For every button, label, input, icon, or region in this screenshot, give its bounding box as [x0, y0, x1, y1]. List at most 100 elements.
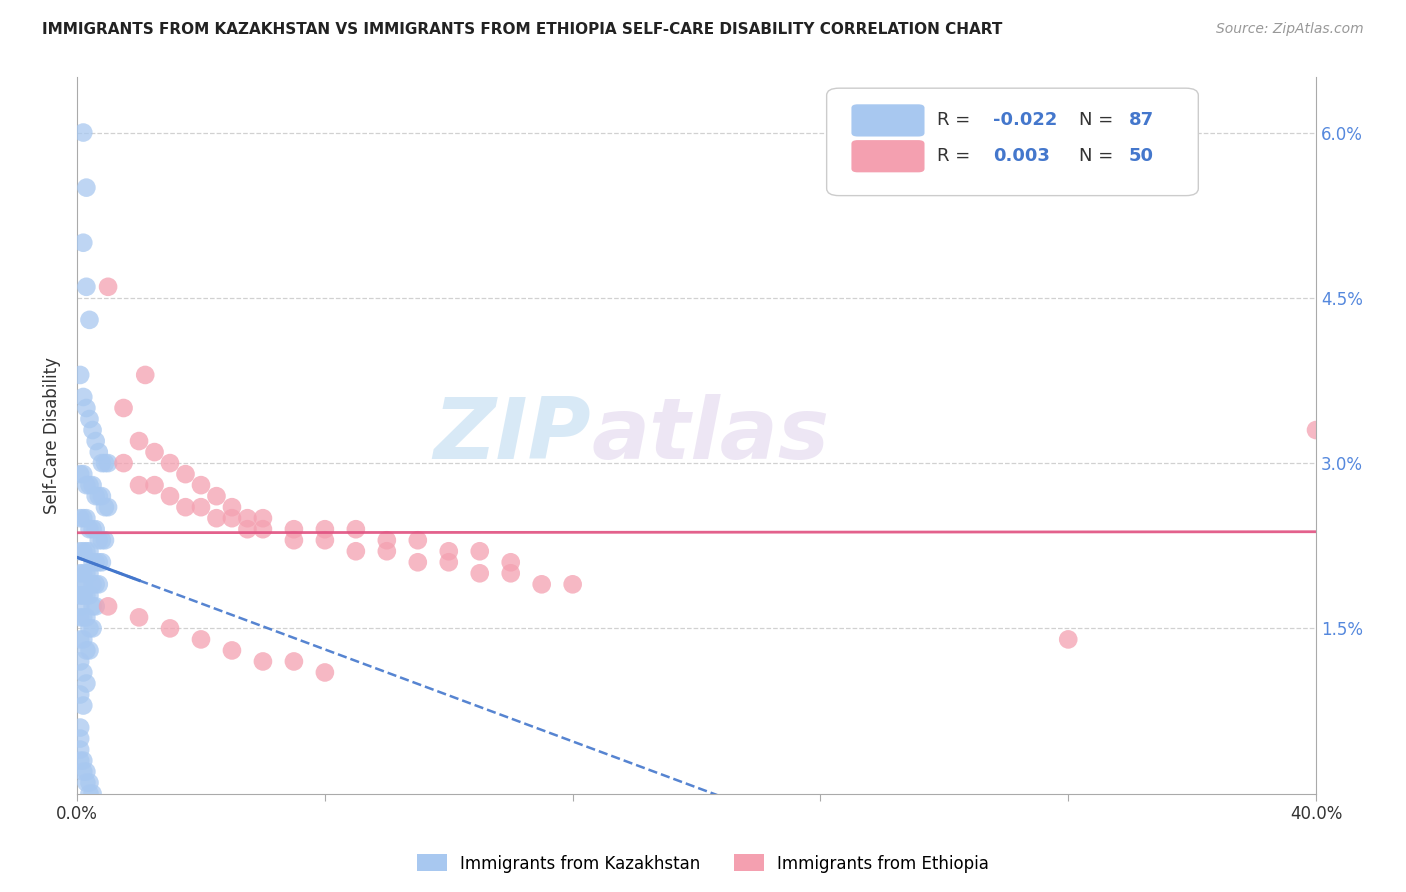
Point [252, 655, 274, 669]
Point [94, 533, 117, 548]
Point [69, 544, 91, 558]
Point [87, 533, 110, 548]
Point [69, 467, 91, 482]
Point [1305, 423, 1327, 437]
Point [69, 754, 91, 768]
Point [128, 434, 150, 448]
Point [79, 478, 101, 492]
Point [143, 445, 166, 459]
Point [82, 423, 104, 437]
Point [499, 555, 522, 569]
Text: Source: ZipAtlas.com: Source: ZipAtlas.com [1216, 22, 1364, 37]
Point [72, 665, 94, 680]
Point [314, 522, 336, 536]
Point [69, 610, 91, 624]
Point [406, 533, 429, 548]
Y-axis label: Self-Care Disability: Self-Care Disability [44, 357, 60, 514]
Point [252, 522, 274, 536]
Point [75, 588, 97, 602]
Point [69, 566, 91, 581]
Point [205, 489, 228, 503]
Point [69, 588, 91, 602]
Point [72, 235, 94, 250]
Text: -0.022: -0.022 [993, 112, 1057, 129]
Point [75, 280, 97, 294]
Point [468, 566, 491, 581]
Point [72, 698, 94, 713]
Point [75, 401, 97, 415]
Point [90, 456, 112, 470]
Point [79, 621, 101, 635]
Point [75, 511, 97, 525]
Legend: Immigrants from Kazakhstan, Immigrants from Ethiopia: Immigrants from Kazakhstan, Immigrants f… [411, 847, 995, 880]
Point [69, 599, 91, 614]
Point [72, 511, 94, 525]
Point [159, 456, 181, 470]
Point [79, 775, 101, 789]
Point [159, 489, 181, 503]
Point [75, 180, 97, 194]
Point [159, 621, 181, 635]
Text: R =: R = [936, 147, 976, 165]
Text: 0.003: 0.003 [993, 147, 1049, 165]
Point [82, 555, 104, 569]
Point [72, 467, 94, 482]
Point [190, 632, 212, 647]
Point [87, 445, 110, 459]
Point [252, 511, 274, 525]
Point [221, 500, 243, 515]
Point [283, 655, 305, 669]
Point [97, 280, 120, 294]
Point [283, 533, 305, 548]
Point [79, 643, 101, 657]
Point [69, 511, 91, 525]
Text: atlas: atlas [592, 394, 830, 477]
Point [72, 632, 94, 647]
Point [344, 522, 367, 536]
Point [437, 544, 460, 558]
Point [90, 489, 112, 503]
Point [437, 555, 460, 569]
Point [75, 775, 97, 789]
Point [69, 721, 91, 735]
Point [79, 588, 101, 602]
Point [87, 489, 110, 503]
Point [69, 588, 91, 602]
Point [82, 478, 104, 492]
Text: R =: R = [936, 112, 976, 129]
Point [221, 511, 243, 525]
Point [87, 555, 110, 569]
Point [69, 731, 91, 746]
Point [75, 610, 97, 624]
Point [72, 126, 94, 140]
Point [174, 500, 197, 515]
Point [283, 522, 305, 536]
Point [97, 599, 120, 614]
Point [221, 643, 243, 657]
Point [75, 676, 97, 690]
Point [75, 478, 97, 492]
Point [205, 511, 228, 525]
Point [314, 533, 336, 548]
Point [143, 478, 166, 492]
Point [406, 555, 429, 569]
Point [134, 368, 156, 382]
Point [75, 566, 97, 581]
Point [72, 544, 94, 558]
Point [75, 544, 97, 558]
Point [82, 599, 104, 614]
Point [79, 544, 101, 558]
Point [69, 368, 91, 382]
Point [561, 577, 583, 591]
Point [72, 588, 94, 602]
Point [82, 621, 104, 635]
Point [84, 599, 107, 614]
Point [72, 610, 94, 624]
Point [69, 742, 91, 756]
Point [174, 467, 197, 482]
Point [79, 313, 101, 327]
Point [82, 522, 104, 536]
Point [75, 643, 97, 657]
Point [94, 500, 117, 515]
Point [375, 533, 398, 548]
